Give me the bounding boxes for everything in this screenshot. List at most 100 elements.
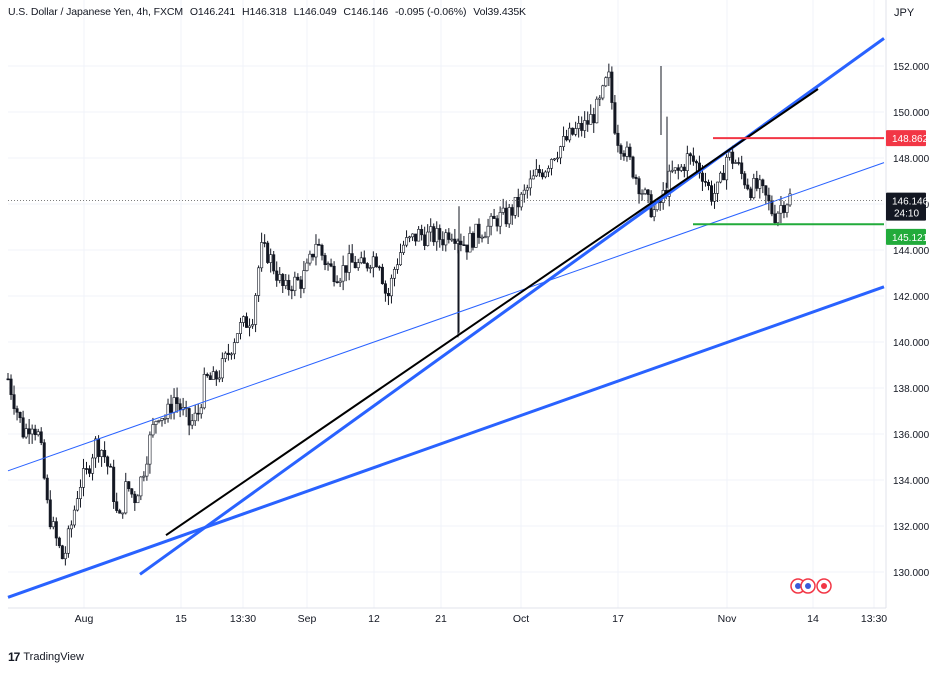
candle-up [136,495,140,504]
candle-down [196,412,200,415]
candle-up [30,428,34,435]
candle-down [350,253,354,263]
candle-up [776,212,780,224]
candle-down [377,266,381,269]
candle-up [172,397,176,413]
candle-down [703,181,707,183]
channel-upper-line [139,37,885,576]
candle-down [335,281,339,283]
candle-down [353,262,357,269]
candle-down [287,280,291,291]
candle-up [450,238,454,241]
event-flag-dot-icon [821,583,827,589]
candle-up [583,120,587,131]
candle-up [486,225,490,238]
candle-down [749,188,753,199]
candle-down [175,397,179,404]
candle-down [646,189,650,195]
candle-up [251,324,255,327]
candle-down [245,316,249,328]
candle-up [525,187,529,191]
symbol-title[interactable]: U.S. Dollar / Japanese Yen, 4h, FXCM [8,6,183,18]
price-tick-label: 152.000 [893,62,930,73]
candle-up [673,167,677,171]
candle-up [145,463,149,477]
candle-up [260,242,264,269]
candle-down [691,155,695,162]
candle-up [625,146,629,157]
candle-up [513,196,517,216]
candle-up [190,420,194,426]
tradingview-branding[interactable]: 17 TradingView [8,648,84,666]
candle-down [27,428,31,435]
candle-down [592,114,596,124]
candle-down [118,510,122,514]
candle-up [220,358,224,379]
candle-down [764,185,768,196]
candle-down [420,229,424,236]
candle-up [326,263,330,266]
candle-up [468,233,472,253]
candle-up [78,487,82,499]
candle-up [598,97,602,100]
candle-up [232,342,236,355]
candle-up [154,421,158,425]
candle-down [214,371,218,380]
candle-down [60,545,64,560]
support-price-badge: 145.121 [892,233,929,244]
candle-up [359,257,363,263]
candle-down [103,449,107,458]
candle-down [362,257,366,264]
last-price-badge-bg [886,192,926,221]
price-tick-label: 140.000 [893,338,930,349]
candle-down [317,243,321,246]
candle-up [242,316,246,323]
candle-up [399,252,403,266]
candle-down [12,394,16,409]
last-price-badge-countdown: 24:10 [894,209,919,220]
candle-up [417,229,421,242]
time-axis[interactable]: Aug 15 13:30 Sep 12 21 Oct 17 Nov 14 13:30 [75,613,888,625]
candle-up [36,431,40,436]
candle-down [743,173,747,186]
tradingview-logo-icon: 17 [8,650,20,664]
candle-up [426,231,430,246]
candle-up [269,254,273,263]
candle-up [51,521,55,528]
time-tick-label: Oct [513,613,529,625]
candle-up [100,449,104,457]
candle-down [682,166,686,171]
drawing-tools[interactable] [7,37,885,599]
candle-up [411,233,415,238]
candle-down [344,265,348,273]
candle-down [45,477,49,501]
support-price-badge-bg [886,228,926,245]
time-tick-label: Sep [298,613,317,625]
candle-down [770,200,774,215]
candle-up [601,85,605,99]
tradingview-brand-text: TradingView [23,651,84,663]
price-tick-label: 130.000 [893,568,930,579]
candle-down [85,468,89,470]
candle-up [91,457,95,474]
candle-up [528,178,532,189]
candle-down [459,240,463,245]
candle-down [365,263,369,269]
time-tick-label: 13:30 [861,613,887,625]
candle-up [577,123,581,129]
channel-mid-line [7,162,885,472]
resistance-price-badge: 148.862 [892,134,929,145]
candle-down [48,499,52,528]
candle-down [586,120,590,125]
ohlc-high: H146.318 [241,6,287,18]
candle-up [568,127,572,141]
candle-up [589,114,593,125]
candle-down [226,352,230,355]
time-tick-label: 12 [368,613,380,625]
candle-up [368,267,372,269]
candle-down [115,501,119,511]
symbol-legend[interactable]: U.S. Dollar / Japanese Yen, 4h, FXCM O14… [8,6,530,18]
candle-down [504,207,508,225]
time-tick-label: 14 [807,613,819,625]
